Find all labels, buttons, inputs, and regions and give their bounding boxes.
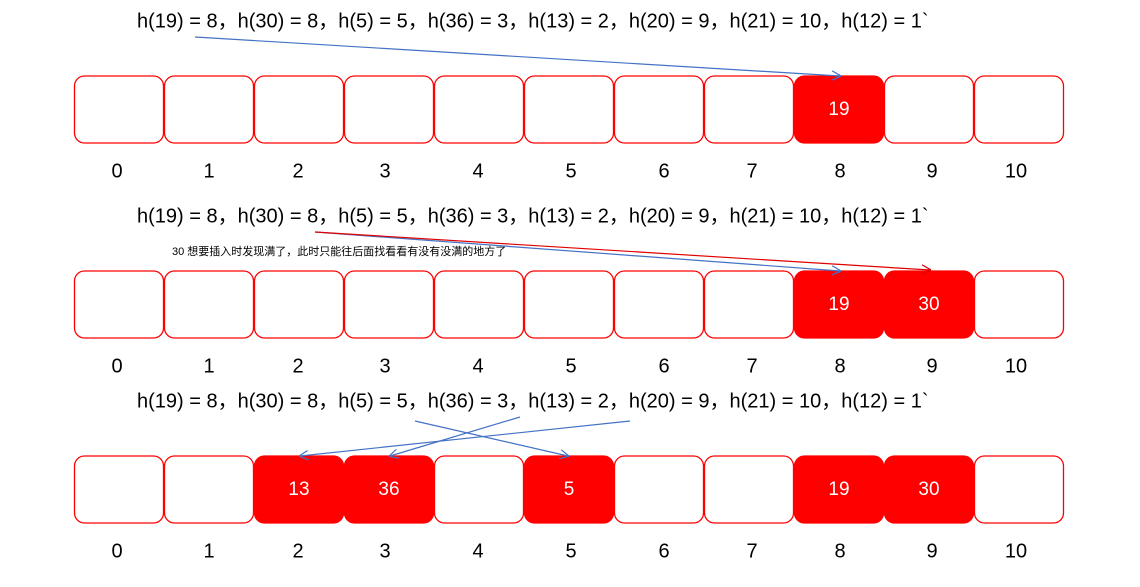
empty-slot <box>973 455 1065 524</box>
empty-slot <box>703 270 795 339</box>
slot-index: 4 <box>472 355 483 377</box>
arrow <box>390 416 521 456</box>
slot-index: 8 <box>834 540 845 562</box>
slot-index: 3 <box>379 355 390 377</box>
note: 30 想要插入时发现满了，此时只能往后面找看看有没有没满的地方了 <box>172 244 506 258</box>
empty-slot <box>253 75 345 144</box>
slot-index: 3 <box>379 540 390 562</box>
slot-index: 2 <box>292 160 303 182</box>
slot-value: 36 <box>378 479 399 500</box>
slot-index: 7 <box>746 160 757 182</box>
empty-slot <box>253 270 345 339</box>
slot-index: 6 <box>658 160 669 182</box>
arrow <box>314 231 840 271</box>
empty-slot <box>703 455 795 524</box>
empty-slot <box>613 455 705 524</box>
slot-value: 19 <box>828 479 849 500</box>
slot-index: 5 <box>565 540 576 562</box>
slot-value: 13 <box>288 479 309 500</box>
formula: h(19) = 8，h(30) = 8，h(5) = 5，h(36) = 3，h… <box>137 390 929 412</box>
empty-slot <box>523 270 615 339</box>
empty-slot <box>883 75 975 144</box>
slot-index: 8 <box>834 160 845 182</box>
empty-slot <box>73 270 165 339</box>
slot-index: 10 <box>1005 160 1027 182</box>
empty-slot <box>343 270 435 339</box>
slot-value: 30 <box>918 479 939 500</box>
filled-slot <box>793 455 885 524</box>
formula: h(19) = 8，h(30) = 8，h(5) = 5，h(36) = 3，h… <box>137 10 929 32</box>
empty-slot <box>523 75 615 144</box>
slot-index: 4 <box>472 540 483 562</box>
slot-index: 4 <box>472 160 483 182</box>
empty-slot <box>973 270 1065 339</box>
arrow <box>300 420 631 456</box>
slot-index: 10 <box>1005 540 1027 562</box>
slot-value: 19 <box>828 99 849 120</box>
slot-index: 7 <box>746 355 757 377</box>
empty-slot <box>433 75 525 144</box>
arrow <box>194 36 840 76</box>
slot-index: 1 <box>203 355 214 377</box>
empty-slot <box>73 455 165 524</box>
empty-slot <box>613 270 705 339</box>
slot-index: 0 <box>111 160 122 182</box>
slot-index: 7 <box>746 540 757 562</box>
slot-index: 10 <box>1005 355 1027 377</box>
slot-index: 0 <box>111 355 122 377</box>
slot-index: 3 <box>379 160 390 182</box>
slot-index: 1 <box>203 160 214 182</box>
slot-index: 1 <box>203 540 214 562</box>
slot-index: 9 <box>926 160 937 182</box>
slot-index: 2 <box>292 540 303 562</box>
empty-slot <box>163 270 255 339</box>
slot-index: 6 <box>658 540 669 562</box>
slot-index: 5 <box>565 355 576 377</box>
slot-value: 19 <box>828 294 849 315</box>
slot-index: 5 <box>565 160 576 182</box>
empty-slot <box>163 455 255 524</box>
empty-slot <box>613 75 705 144</box>
arrow <box>314 231 930 270</box>
arrow <box>414 420 568 456</box>
slot-index: 8 <box>834 355 845 377</box>
empty-slot <box>973 75 1065 144</box>
empty-slot <box>703 75 795 144</box>
slot-index: 6 <box>658 355 669 377</box>
slot-index: 9 <box>926 355 937 377</box>
empty-slot <box>163 75 255 144</box>
filled-slot <box>883 455 975 524</box>
slot-index: 2 <box>292 355 303 377</box>
empty-slot <box>433 270 525 339</box>
slot-index: 9 <box>926 540 937 562</box>
slot-value: 30 <box>918 294 939 315</box>
formula: h(19) = 8，h(30) = 8，h(5) = 5，h(36) = 3，h… <box>137 205 929 227</box>
slot-index: 0 <box>111 540 122 562</box>
empty-slot <box>73 75 165 144</box>
empty-slot <box>343 75 435 144</box>
slot-value: 5 <box>564 479 575 500</box>
empty-slot <box>433 455 525 524</box>
